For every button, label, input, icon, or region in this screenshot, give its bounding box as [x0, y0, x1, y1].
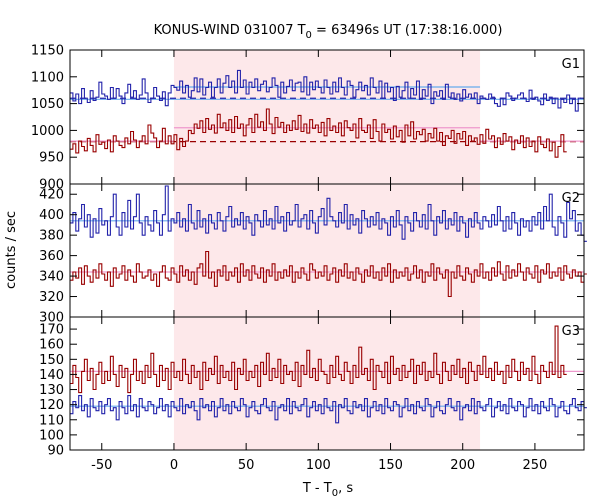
y-tick-label: 360: [39, 249, 64, 264]
panel-frame: [69, 316, 585, 451]
panel-g2: 300 320 340 360 380 400 420 G2: [39, 183, 587, 326]
y-tick-label: 150: [39, 353, 64, 368]
series-line-1: [70, 185, 587, 242]
y-tick-label: 340: [39, 270, 64, 285]
chart-title-subscript: 0: [306, 30, 312, 41]
series-line-1: [70, 69, 582, 112]
shaded-interval: [173, 50, 481, 184]
x-tick-label: 0: [170, 458, 178, 473]
y-tick-label: 140: [39, 368, 64, 383]
x-axis-label-unit: , s: [338, 481, 353, 496]
plot-area: 9009501000105011001150G13003203403603804…: [31, 44, 587, 473]
y-tick-label: 120: [39, 398, 64, 413]
x-tick-label: 50: [238, 458, 255, 473]
panel-g1: 900 950 1000 1050 1100 1150 G1: [31, 44, 585, 193]
y-tick-label: 130: [39, 383, 64, 398]
y-tick-label: 1150: [31, 44, 64, 59]
y-axis-label: counts / sec: [4, 211, 19, 289]
y-tick-label: 100: [39, 428, 64, 443]
x-tick-label: 100: [306, 458, 331, 473]
series-line-2: [70, 108, 567, 158]
y-tick-label: 420: [39, 188, 64, 203]
x-tick-label: 200: [450, 458, 475, 473]
y-tick-label: 300: [39, 311, 64, 326]
y-tick-label: 900: [39, 178, 64, 193]
y-tick-label: 380: [39, 229, 64, 244]
y-tick-label: 320: [39, 290, 64, 305]
series-line-2: [70, 395, 587, 424]
y-tick-label: 1100: [31, 70, 64, 85]
y-tick-label: 1000: [31, 124, 64, 139]
y-tick-label: 1050: [31, 97, 64, 112]
panel-label: G1: [562, 57, 580, 72]
y-tick-label: 400: [39, 208, 64, 223]
chart-title: KONUS-WIND 031007 T0 = 63496s UT (17:38:…: [154, 23, 503, 41]
y-tick-label: 170: [39, 323, 64, 338]
y-tick-label: 950: [39, 151, 64, 166]
y-tick-label: 90: [47, 444, 64, 459]
x-tick-label: 150: [378, 458, 403, 473]
y-tick-label: 160: [39, 338, 64, 353]
x-axis-label-subscript: 0: [332, 488, 338, 499]
x-tick-label: 250: [522, 458, 547, 473]
panel-label: G3: [562, 324, 580, 339]
x-axis-label-main: T - T: [302, 481, 332, 496]
chart-title-prefix: KONUS-WIND 031007 T: [154, 23, 306, 38]
x-axis-label: T - T0, s: [302, 481, 353, 499]
series-line-1: [70, 325, 567, 394]
x-tick-label: -50: [91, 458, 112, 473]
chart-title-suffix: = 63496s UT (17:38:16.000): [312, 23, 502, 38]
panel-label: G2: [562, 191, 580, 206]
y-tick-label: 110: [39, 413, 64, 428]
series-line-2: [70, 250, 587, 298]
